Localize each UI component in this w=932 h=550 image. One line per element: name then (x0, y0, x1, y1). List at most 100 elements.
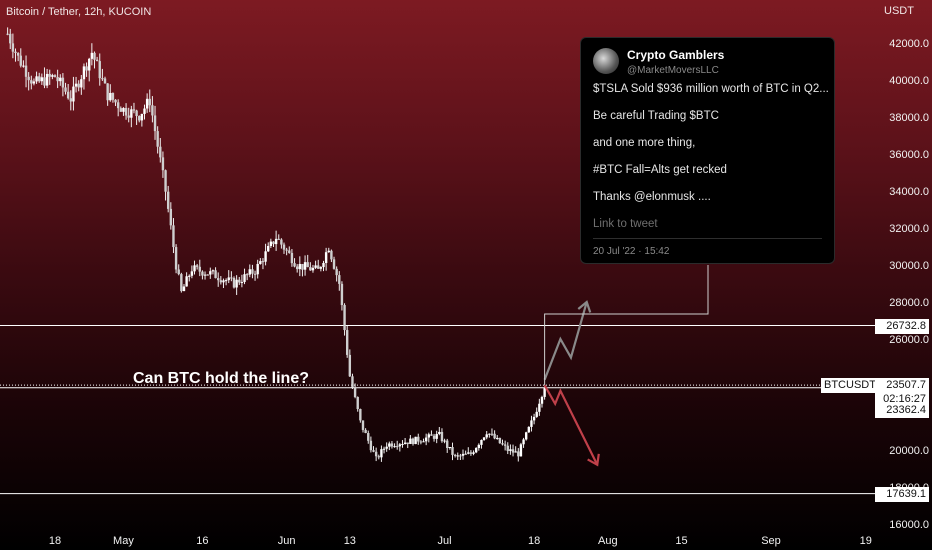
candle (253, 270, 257, 281)
candle (517, 448, 520, 462)
candle (514, 446, 517, 453)
candle (40, 73, 44, 85)
candle (24, 55, 28, 88)
candle (467, 447, 470, 455)
candle (456, 452, 459, 460)
candle (277, 234, 280, 240)
candle (498, 437, 502, 444)
candle (469, 450, 473, 456)
candle (480, 439, 483, 449)
candle (48, 69, 51, 85)
candle (490, 428, 494, 437)
candle (288, 246, 291, 254)
candle (298, 256, 302, 277)
candle (501, 439, 504, 446)
candle (474, 447, 478, 454)
candle (317, 259, 320, 269)
candle (348, 349, 352, 378)
y-tick-label: 40000.0 (889, 75, 929, 87)
y-tick-label: 34000.0 (889, 186, 929, 198)
candle (314, 260, 317, 270)
candle (251, 264, 254, 279)
candle (201, 270, 204, 280)
candle (85, 62, 88, 77)
candle (132, 102, 136, 114)
candle (259, 258, 262, 265)
candle (177, 264, 180, 276)
x-axis-ticks: 18 May 16 Jun 13 Jul 18 Aug 15 Sep 19 (49, 535, 872, 547)
candle (430, 430, 433, 436)
candle (27, 72, 30, 91)
candle (95, 56, 99, 62)
candle (145, 93, 149, 113)
candle (230, 271, 233, 282)
candle (390, 441, 394, 449)
candle (340, 281, 344, 311)
candle (124, 103, 128, 120)
candle (403, 437, 407, 445)
candle (53, 74, 57, 78)
candle (148, 89, 151, 113)
candle (56, 69, 59, 89)
candle (477, 443, 481, 451)
candle (185, 272, 188, 287)
candle (169, 202, 173, 230)
candle (527, 426, 531, 433)
tweet-link[interactable]: Link to tweet (593, 218, 658, 230)
candle (116, 99, 120, 117)
candle (217, 272, 220, 287)
candle (485, 431, 488, 440)
candle (203, 271, 207, 280)
candle (38, 72, 41, 83)
candle (106, 83, 109, 106)
x-tick-label: 15 (675, 535, 687, 547)
candle (172, 218, 175, 254)
x-tick-label: 18 (528, 535, 540, 547)
candle (488, 433, 491, 438)
tweet-line: Thanks @elonmusk .... (593, 191, 711, 203)
candle (272, 241, 275, 248)
tweet-avatar (593, 48, 619, 74)
candle (522, 437, 525, 448)
scenario-arrows (543, 265, 709, 467)
candle (151, 96, 154, 123)
candle (432, 433, 436, 442)
y-tick-label: 32000.0 (889, 223, 929, 235)
candle (472, 450, 475, 456)
candle (535, 407, 538, 418)
candle (519, 442, 523, 457)
embedded-tweet-card[interactable]: Crypto Gamblers @MarketMoversLLC $TSLA S… (580, 37, 835, 264)
candle (538, 398, 541, 416)
candle (61, 73, 65, 97)
candle (482, 437, 486, 441)
candle (306, 254, 309, 268)
candle (493, 430, 496, 440)
tweet-line: $TSLA Sold $936 million worth of BTC in … (593, 83, 829, 95)
candle (319, 266, 323, 272)
candle (195, 263, 199, 270)
candle (443, 438, 446, 444)
candle (382, 446, 386, 454)
candle (422, 438, 425, 443)
candle (82, 63, 86, 90)
candle (453, 453, 457, 458)
candle (174, 244, 178, 274)
candle (345, 325, 349, 358)
candle (274, 230, 278, 251)
y-axis-ticks: 16000.018000.020000.026000.028000.030000… (889, 38, 929, 531)
candle (45, 68, 49, 89)
candle (98, 53, 101, 86)
candlestick-series (6, 27, 546, 462)
candle (351, 373, 354, 389)
y-tick-label: 36000.0 (889, 149, 929, 161)
candle (69, 90, 72, 111)
candle (135, 109, 138, 125)
x-tick-label: Jul (438, 535, 452, 547)
tweet-line: Be careful Trading $BTC (593, 110, 719, 122)
candle (261, 258, 265, 270)
candle (330, 249, 333, 263)
candle (127, 107, 130, 123)
candle (93, 51, 96, 69)
y-tick-label: 16000.0 (889, 519, 929, 531)
